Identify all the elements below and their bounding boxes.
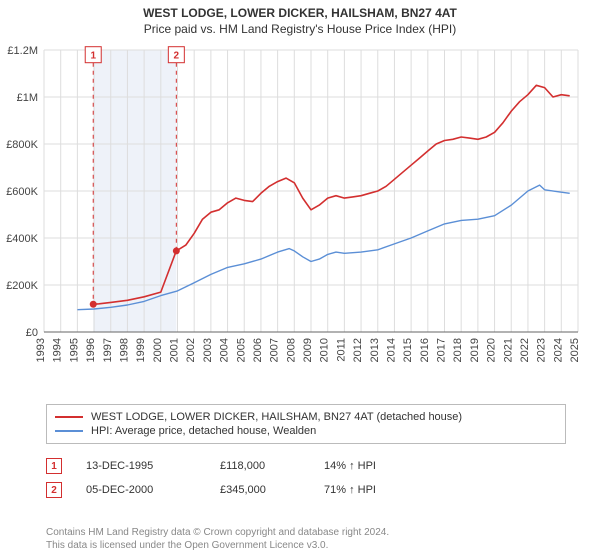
- x-tick-label: 2014: [385, 338, 397, 362]
- x-tick-label: 2001: [169, 338, 181, 362]
- line-chart: £0£200K£400K£600K£800K£1M£1.2M1993199419…: [44, 46, 584, 356]
- x-tick-label: 2019: [469, 338, 481, 362]
- y-tick-label: £1M: [17, 92, 38, 104]
- x-tick-label: 1993: [35, 338, 47, 362]
- x-tick-label: 2006: [252, 338, 264, 362]
- legend-swatch: [55, 430, 83, 432]
- x-tick-label: 1996: [85, 338, 97, 362]
- legend-swatch: [55, 416, 83, 418]
- legend-label: HPI: Average price, detached house, Weal…: [91, 425, 316, 437]
- x-tick-label: 2018: [452, 338, 464, 362]
- legend-row: HPI: Average price, detached house, Weal…: [55, 424, 557, 438]
- x-tick-label: 2016: [419, 338, 431, 362]
- footnote-line: This data is licensed under the Open Gov…: [46, 539, 389, 552]
- x-tick-label: 1999: [135, 338, 147, 362]
- x-tick-label: 2024: [552, 338, 564, 362]
- footnote: Contains HM Land Registry data © Crown c…: [46, 526, 389, 552]
- y-tick-label: £600K: [6, 186, 38, 198]
- x-tick-label: 2017: [436, 338, 448, 362]
- x-tick-label: 2002: [185, 338, 197, 362]
- x-tick-label: 2009: [302, 338, 314, 362]
- x-tick-label: 2000: [152, 338, 164, 362]
- x-tick-label: 2011: [335, 338, 347, 362]
- x-tick-label: 2012: [352, 338, 364, 362]
- x-tick-label: 2022: [519, 338, 531, 362]
- footnote-line: Contains HM Land Registry data © Crown c…: [46, 526, 389, 539]
- legend-row: WEST LODGE, LOWER DICKER, HAILSHAM, BN27…: [55, 410, 557, 424]
- x-tick-label: 2025: [569, 338, 581, 362]
- x-tick-label: 2013: [369, 338, 381, 362]
- transaction-marker-icon: 2: [46, 482, 62, 498]
- y-tick-label: £800K: [6, 139, 38, 151]
- x-tick-label: 1997: [102, 338, 114, 362]
- page-subtitle: Price paid vs. HM Land Registry's House …: [0, 22, 600, 36]
- x-tick-label: 2015: [402, 338, 414, 362]
- transaction-date: 13-DEC-1995: [86, 460, 196, 472]
- transaction-hpi-delta: 14% ↑ HPI: [324, 460, 404, 472]
- header: WEST LODGE, LOWER DICKER, HAILSHAM, BN27…: [0, 0, 600, 40]
- transaction-price: £118,000: [220, 460, 300, 472]
- x-tick-label: 1998: [118, 338, 130, 362]
- x-tick-label: 2023: [536, 338, 548, 362]
- y-tick-label: £200K: [6, 280, 38, 292]
- x-tick-label: 2010: [319, 338, 331, 362]
- table-row: 2 05-DEC-2000 £345,000 71% ↑ HPI: [46, 478, 566, 502]
- page-title: WEST LODGE, LOWER DICKER, HAILSHAM, BN27…: [0, 6, 600, 20]
- transaction-date: 05-DEC-2000: [86, 484, 196, 496]
- y-tick-label: £1.2M: [7, 45, 38, 57]
- table-row: 1 13-DEC-1995 £118,000 14% ↑ HPI: [46, 454, 566, 478]
- chart-area: £0£200K£400K£600K£800K£1M£1.2M1993199419…: [44, 46, 584, 356]
- legend: WEST LODGE, LOWER DICKER, HAILSHAM, BN27…: [46, 404, 566, 444]
- x-tick-label: 1994: [52, 338, 64, 362]
- x-tick-label: 2005: [235, 338, 247, 362]
- transaction-marker-icon: 1: [46, 458, 62, 474]
- x-tick-label: 2020: [486, 338, 498, 362]
- legend-label: WEST LODGE, LOWER DICKER, HAILSHAM, BN27…: [91, 411, 462, 423]
- transaction-table: 1 13-DEC-1995 £118,000 14% ↑ HPI 2 05-DE…: [46, 454, 566, 502]
- chart-marker-label: 2: [174, 51, 180, 62]
- y-tick-label: £0: [26, 327, 38, 339]
- x-tick-label: 2004: [219, 338, 231, 362]
- x-tick-label: 2007: [269, 338, 281, 362]
- x-tick-label: 1995: [68, 338, 80, 362]
- y-tick-label: £400K: [6, 233, 38, 245]
- transaction-hpi-delta: 71% ↑ HPI: [324, 484, 404, 496]
- x-tick-label: 2021: [502, 338, 514, 362]
- transaction-price: £345,000: [220, 484, 300, 496]
- x-tick-label: 2003: [202, 338, 214, 362]
- x-tick-label: 2008: [285, 338, 297, 362]
- chart-marker-label: 1: [90, 51, 96, 62]
